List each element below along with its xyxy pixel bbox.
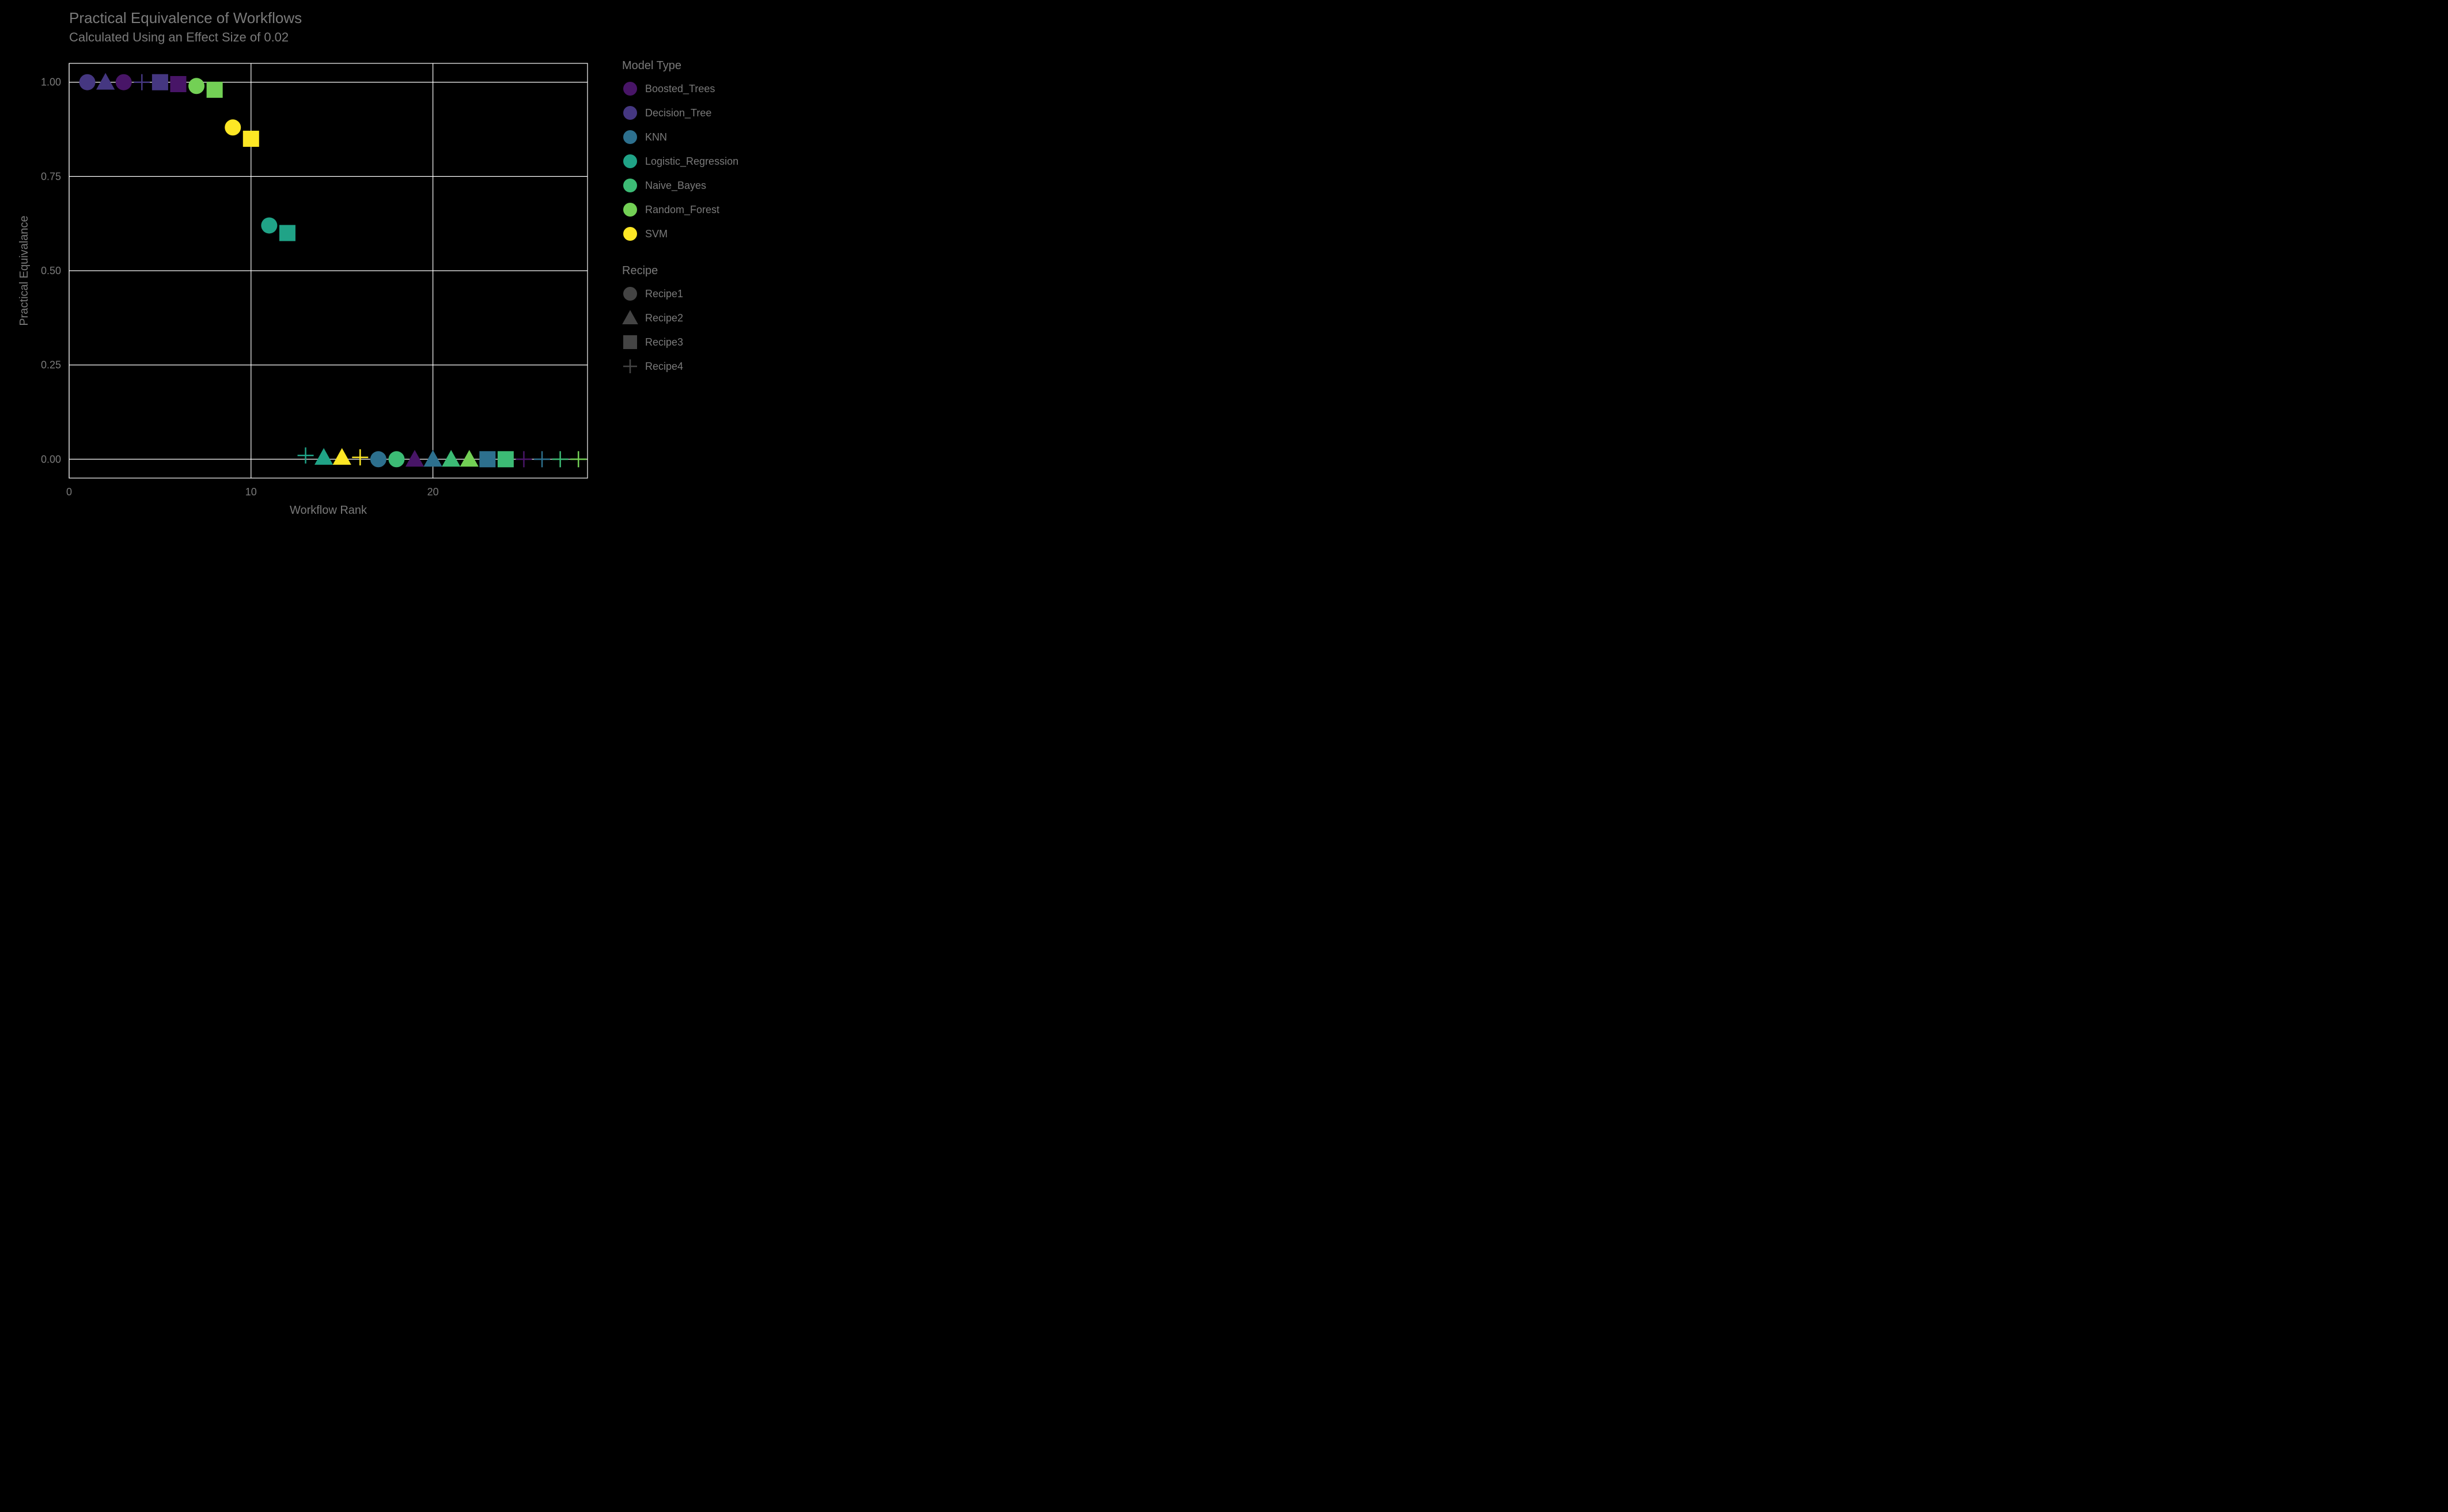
x-tick-label: 0	[66, 486, 72, 498]
legend-label: Recipe2	[645, 312, 683, 324]
plot-area: 0 10 20 0.00 0.25 0.50 0.75 1.00	[41, 63, 588, 498]
data-point	[423, 450, 442, 467]
data-point	[388, 451, 404, 467]
legend-swatch-naive_bayes	[623, 179, 637, 192]
y-axis-label: Practical Equivalance	[18, 215, 31, 325]
y-tick-label: 0.50	[41, 265, 61, 276]
data-point	[225, 119, 241, 135]
data-point	[516, 451, 532, 467]
legend-label: Decision_Tree	[645, 107, 711, 119]
data-point	[333, 448, 351, 465]
legend-swatch-boosted_trees	[623, 82, 637, 96]
chart-title: Practical Equivalence of Workflows	[69, 9, 302, 26]
data-point	[96, 73, 115, 90]
legend-title-recipe: Recipe	[622, 264, 658, 277]
data-point	[552, 451, 569, 467]
legend-label: Recipe3	[645, 336, 683, 348]
data-point	[479, 451, 495, 467]
data-point	[570, 451, 586, 467]
data-point	[406, 450, 424, 467]
data-point	[298, 448, 314, 464]
legend-label: Recipe4	[645, 361, 683, 372]
data-point	[116, 74, 132, 90]
legend-shape-recipe3	[623, 335, 637, 349]
legend-shape-recipe2	[622, 310, 638, 324]
data-point	[207, 82, 223, 98]
legend-label: SVM	[645, 228, 668, 240]
data-point	[498, 451, 514, 467]
data-point	[152, 74, 168, 90]
legend-swatch-logistic_regression	[623, 154, 637, 168]
data-point	[188, 78, 204, 94]
legend-label: Boosted_Trees	[645, 83, 715, 95]
legend-label: Logistic_Regression	[645, 156, 738, 168]
data-point	[370, 451, 386, 467]
y-tick-label: 0.25	[41, 359, 61, 371]
data-point	[170, 76, 186, 92]
legend-label: KNN	[645, 131, 667, 143]
data-point	[534, 451, 550, 467]
data-point	[352, 449, 368, 465]
chart-figure: Practical Equivalence of Workflows Calcu…	[0, 0, 864, 533]
x-axis-label: Workflow Rank	[290, 504, 367, 517]
legend-swatch-decision_tree	[623, 106, 637, 120]
data-point	[134, 74, 150, 90]
legend-swatch-knn	[623, 130, 637, 144]
legend-swatch-svm	[623, 227, 637, 241]
data-point	[243, 131, 259, 147]
legend-swatch-random_forest	[623, 203, 637, 217]
data-point	[261, 217, 277, 233]
x-tick-label: 20	[427, 486, 439, 498]
legend-shape-recipe4	[623, 359, 637, 373]
y-tick-label: 1.00	[41, 77, 61, 88]
legend: Model Type Boosted_Trees Decision_Tree KNN L…	[622, 59, 738, 373]
data-point	[442, 450, 460, 467]
legend-shape-recipe1	[623, 287, 637, 301]
data-point	[279, 225, 295, 241]
legend-label: Random_Forest	[645, 204, 719, 216]
data-point	[314, 448, 333, 465]
y-tick-label: 0.75	[41, 170, 61, 182]
y-tick-label: 0.00	[41, 453, 61, 465]
legend-title-model: Model Type	[622, 59, 681, 72]
x-tick-label: 10	[245, 486, 257, 498]
chart-subtitle: Calculated Using an Effect Size of 0.02	[69, 30, 289, 44]
data-point	[460, 450, 479, 467]
data-point	[79, 74, 96, 90]
legend-label: Recipe1	[645, 288, 683, 300]
legend-label: Naive_Bayes	[645, 180, 706, 192]
